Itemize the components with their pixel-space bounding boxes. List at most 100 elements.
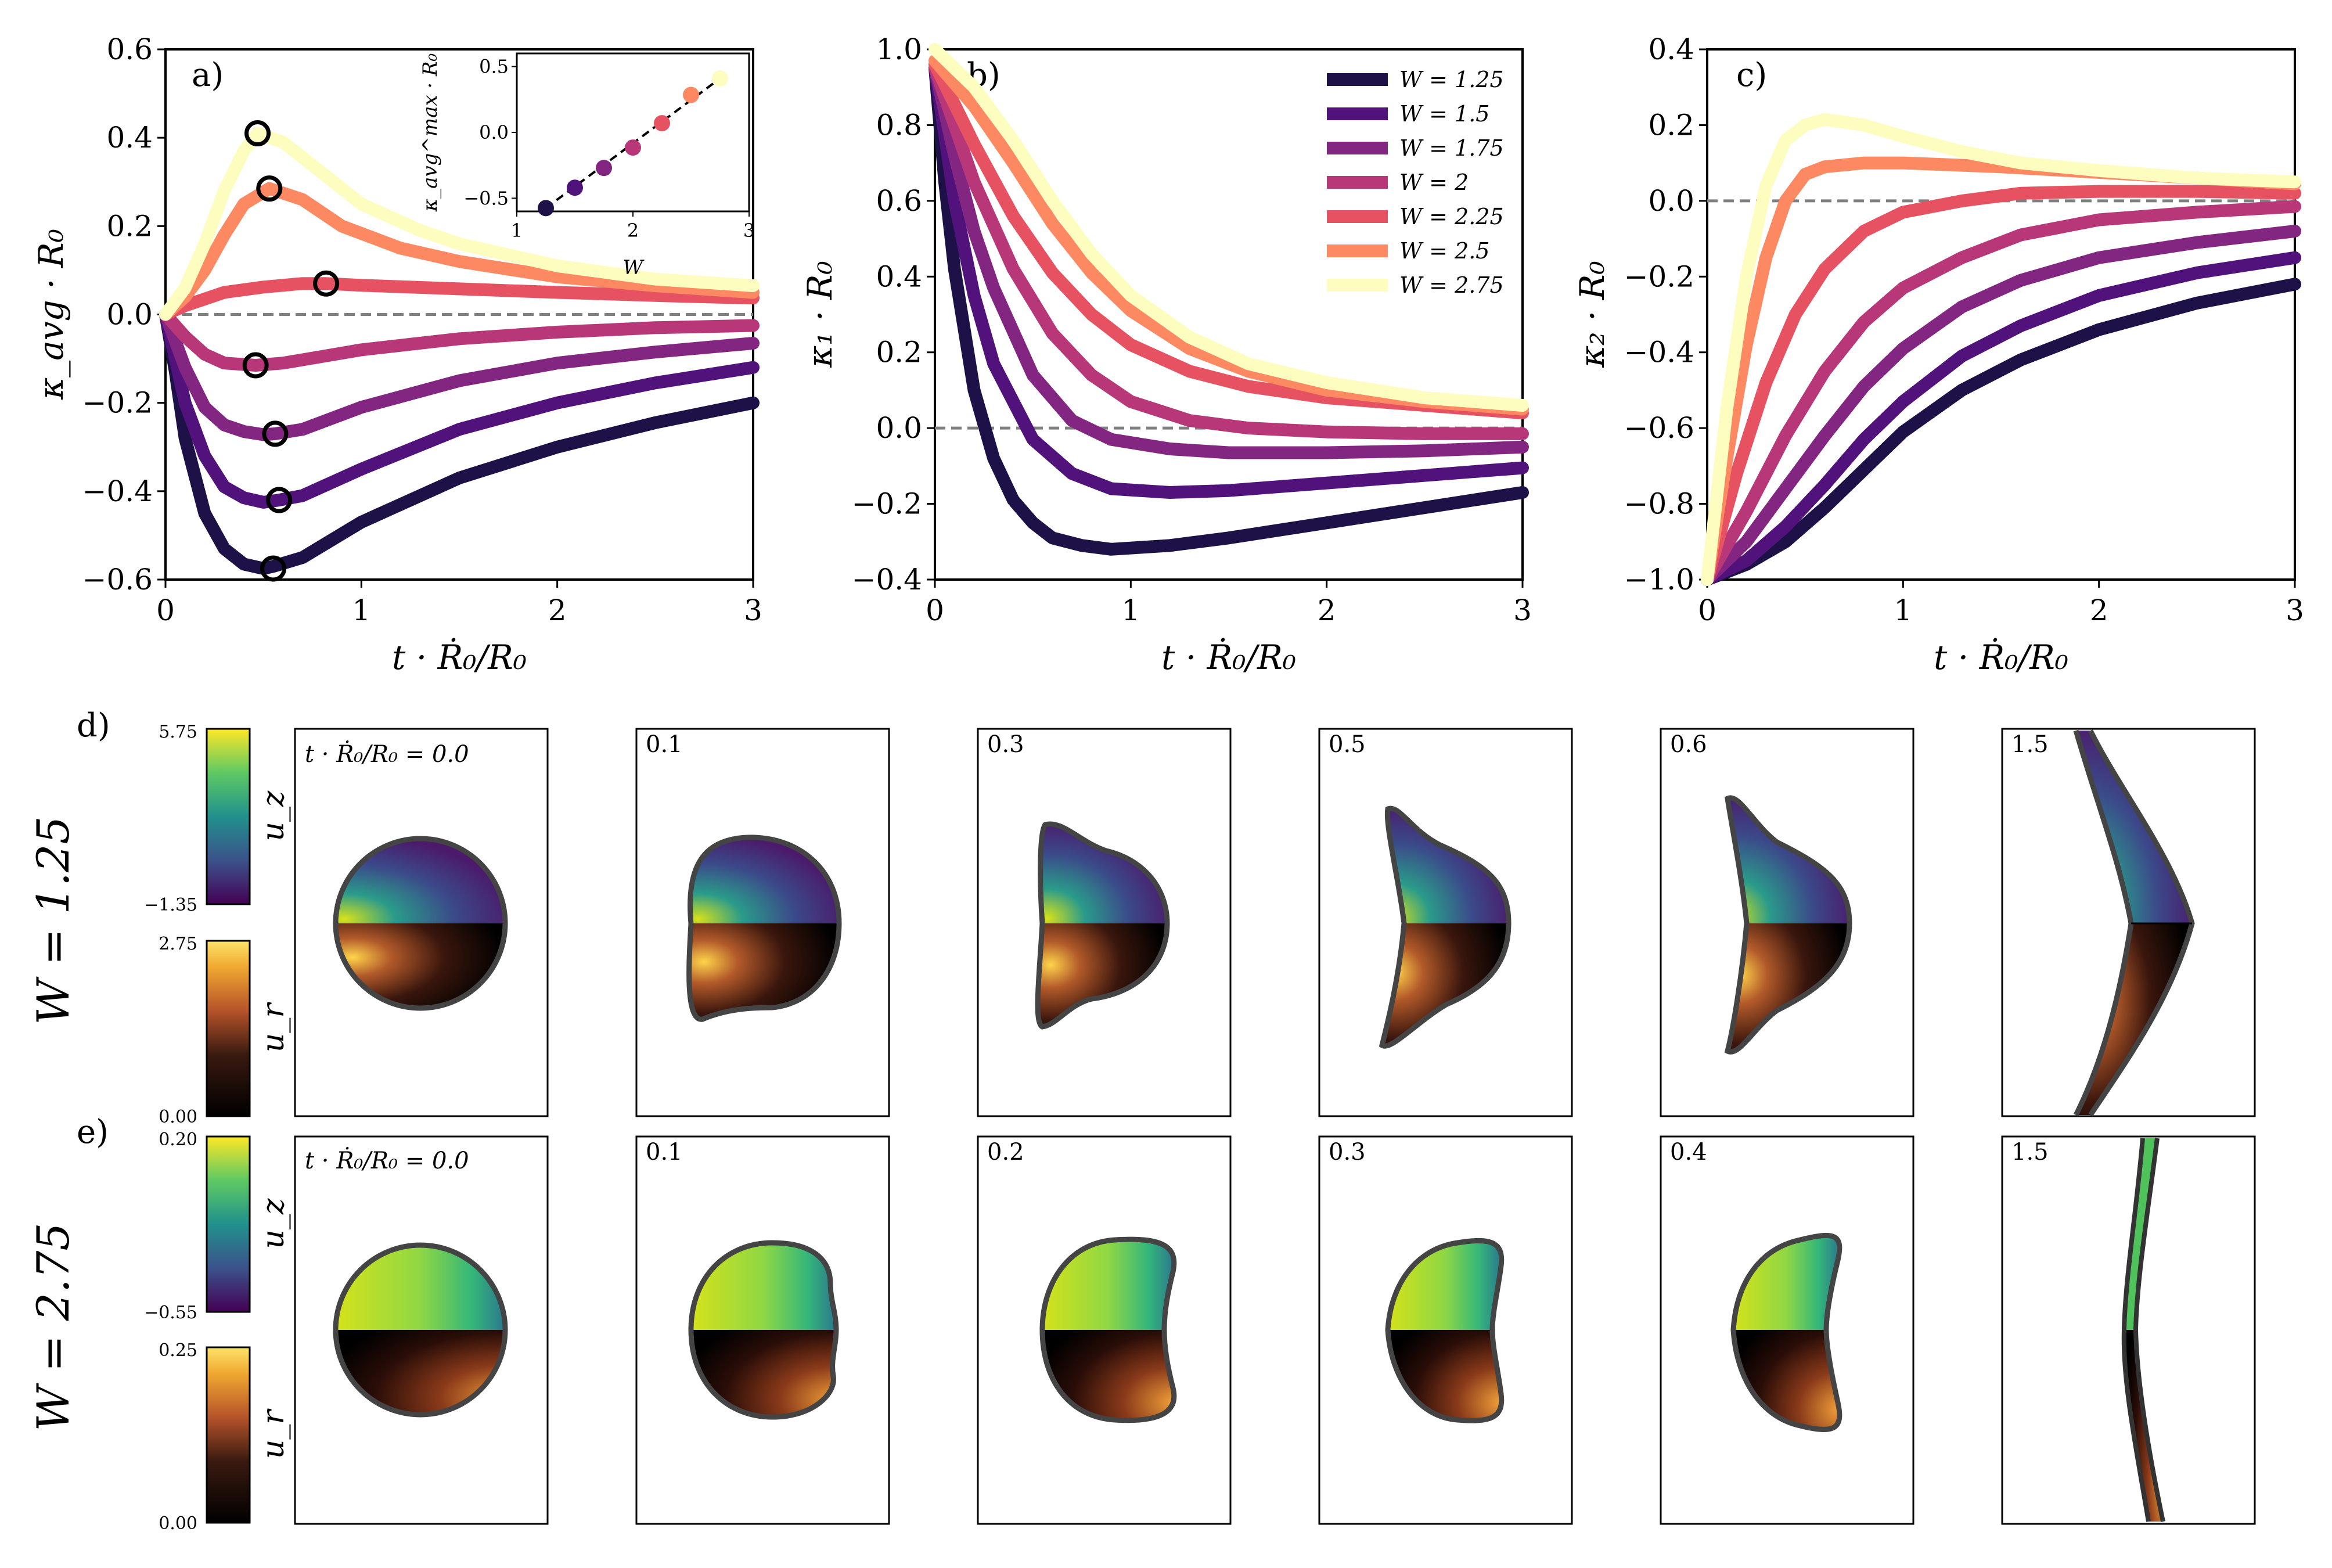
- panel-c-ylabel: κ₂ · R₀: [1572, 261, 1612, 368]
- xtick-label: 2: [548, 594, 567, 627]
- row-e-drop-5-outline: [1730, 1232, 1842, 1432]
- row-e-time-4: 0.3: [1329, 1139, 1366, 1166]
- inset-point-5: [654, 115, 670, 132]
- row-d-time-2: 0.1: [646, 731, 683, 758]
- row-d-w-label: W = 1.25: [27, 816, 79, 1024]
- row-d-drop-1-uz: [336, 839, 505, 923]
- ytick-label: 0.8: [876, 108, 922, 142]
- row-d-time-6: 1.5: [2011, 731, 2049, 758]
- row-e-snapshot-4: 0.3: [1318, 1135, 1573, 1525]
- series-line-6: [159, 182, 760, 321]
- legend-label-3: W = 1.75: [1399, 135, 1504, 161]
- row-d-drop-5-outline: [1724, 795, 1852, 1055]
- panel-b-yticks: −0.4 −0.2 0.0 0.2 0.4 0.6 0.8 1.0: [852, 33, 935, 596]
- panel-a-series: [159, 127, 760, 575]
- row-e-colorbar-uz: [206, 1135, 251, 1313]
- row-e-colorbar-ur: [206, 1346, 251, 1524]
- panel-c-chart: c) −1.0 −0.8 −0.6 −0.4 −0.2 0.0 0.2 0.4 0 1 2 3 t …: [1572, 33, 2304, 677]
- legend-label-4: W = 2: [1399, 170, 1469, 195]
- row-e-drop-3-outline: [1039, 1236, 1177, 1423]
- row-e-time-3: 0.2: [987, 1139, 1024, 1166]
- max-marker-2: [266, 487, 293, 513]
- max-marker-3: [262, 420, 289, 447]
- row-d-drop-4-outline: [1379, 805, 1512, 1049]
- legend-label-7: W = 2.75: [1399, 272, 1504, 298]
- row-d-snapshot-6: 1.5: [2001, 728, 2256, 1117]
- xtick-label: 3: [1513, 594, 1532, 627]
- row-d-drop-2-outline: [686, 835, 842, 1022]
- snapshot-row-d: d) W = 1.25 5.75 −1.35 u_z 2.75 0.00 u_r…: [27, 707, 2256, 1127]
- xtick-label: 3: [744, 594, 762, 627]
- ytick-label: 0.0: [876, 411, 922, 445]
- ytick-label: −1.0: [1624, 563, 1694, 596]
- ytick-label: 1.0: [876, 33, 922, 66]
- ytick-label: 0.4: [876, 260, 922, 293]
- series-line-2: [929, 62, 1529, 499]
- inset-point-6: [683, 87, 699, 103]
- ytick-label: −0.4: [852, 563, 922, 596]
- ytick-label: 0.6: [106, 33, 153, 66]
- series-line-7: [1701, 113, 2301, 586]
- ytick-label: −0.4: [82, 474, 153, 508]
- row-e-snapshot-5: 0.4: [1660, 1135, 1914, 1525]
- row-e-drop-2-outline: [688, 1240, 839, 1420]
- row-e-snapshot-3: 0.2: [977, 1135, 1232, 1525]
- row-d-snapshot-4: 0.5: [1318, 728, 1573, 1117]
- inset-frame: [516, 52, 750, 213]
- panel-a-xlabel: t · Ṙ₀/R₀: [392, 638, 527, 677]
- row-d-ur-label: u_r: [256, 1002, 291, 1052]
- max-marker-1: [260, 555, 287, 582]
- series-line-1: [1701, 278, 2301, 586]
- panel-c-series: [1701, 113, 2301, 586]
- inset-xlabel: W: [623, 256, 645, 279]
- row-e-drop-6-outline: [2121, 1138, 2165, 1522]
- ytick-label: −0.6: [1624, 411, 1694, 445]
- series-line-3: [159, 308, 760, 441]
- series-line-1: [159, 308, 760, 575]
- xtick-label: 1: [1121, 594, 1140, 627]
- ytick-label: 0.6: [876, 184, 922, 218]
- row-e-ur-label: u_r: [256, 1408, 291, 1459]
- inset-point-7: [712, 70, 728, 87]
- max-marker-7: [244, 120, 271, 147]
- panel-c-label: c): [1736, 56, 1767, 94]
- max-marker-6: [256, 175, 283, 202]
- ytick-label: −0.4: [1624, 336, 1694, 369]
- series-line-2: [159, 308, 760, 509]
- xtick-label: 2: [2090, 594, 2108, 627]
- row-e-uz-max: 0.20: [159, 1130, 197, 1150]
- xtick-label: 3: [2286, 594, 2304, 627]
- row-d-ur-max: 2.75: [159, 934, 197, 954]
- panel-c-yticks: −1.0 −0.8 −0.6 −0.4 −0.2 0.0 0.2 0.4: [1624, 33, 1707, 596]
- ytick-label: 0.2: [1648, 108, 1694, 142]
- panel-b-frame: [934, 48, 1524, 581]
- panel-a-ylabel: κ_avg · R₀: [31, 229, 71, 400]
- series-line-3: [1701, 225, 2301, 586]
- row-d-snapshot-1: t · Ṙ₀/R₀ = 0.0: [294, 728, 549, 1117]
- panel-c-xlabel: t · Ṙ₀/R₀: [1934, 638, 2068, 677]
- snapshot-row-e: e) W = 2.75 0.20 −0.55 u_z 0.25 0.00 u_r…: [27, 1113, 2256, 1534]
- panel-c-xticks: 0 1 2 3: [1698, 580, 2304, 627]
- row-e-snapshot-2: 0.1: [635, 1135, 890, 1525]
- series-line-2: [1701, 251, 2301, 586]
- legend-label-6: W = 2.5: [1399, 238, 1490, 264]
- inset-xtick-label: 2: [627, 220, 639, 242]
- inset-point-4: [625, 139, 641, 156]
- row-e-time-6: 1.5: [2011, 1139, 2049, 1166]
- series-line-5: [1701, 185, 2301, 586]
- inset-point-1: [538, 200, 554, 217]
- inset-point-3: [596, 160, 612, 177]
- ytick-label: −0.2: [852, 487, 922, 521]
- row-e-drop-1-outline: [333, 1242, 508, 1418]
- panel-a-yticks: −0.6 −0.4 −0.2 0.0 0.2 0.4 0.6: [82, 33, 165, 596]
- series-line-4: [1701, 200, 2301, 586]
- row-d-label: d): [77, 707, 110, 745]
- inset-ylabel: κ_avg^max · R₀: [419, 53, 442, 212]
- max-marker-4: [242, 352, 269, 379]
- ytick-label: 0.4: [106, 121, 153, 154]
- row-e-uz-label: u_z: [256, 1198, 291, 1249]
- xtick-label: 0: [156, 594, 175, 627]
- row-d-uz-label: u_z: [256, 790, 291, 841]
- inset-points: [538, 70, 728, 217]
